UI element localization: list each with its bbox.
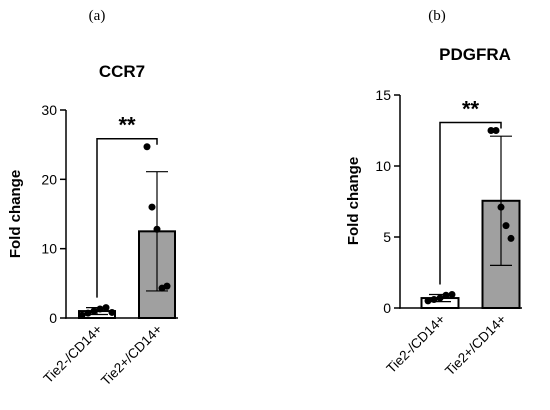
panel-a-data-point xyxy=(148,203,156,211)
panel-a-y-axis-label: Fold change xyxy=(7,170,24,258)
panel-b-data-point xyxy=(492,127,500,134)
panel-b-title: PDGFRA xyxy=(439,45,511,64)
panel-b-data-point xyxy=(507,234,515,242)
panel-a-data-point xyxy=(96,305,104,313)
panel-b-data-point xyxy=(497,203,505,211)
panel-a-data-point xyxy=(102,304,110,312)
panel-b-letter: (b) xyxy=(428,8,446,24)
panel-a-data-point xyxy=(153,225,161,233)
panel-a-y-tick-label: 10 xyxy=(41,241,57,257)
panel-a-significance-bracket xyxy=(96,137,158,298)
panel-a-category-label-2: Tie2+/CD14+ xyxy=(98,321,165,388)
panel-b-significance-bracket xyxy=(439,121,502,285)
panel-b-data-point xyxy=(442,291,450,299)
panel-a-letter: (a) xyxy=(89,8,106,24)
panel-a-y-tick-label: 30 xyxy=(41,102,57,118)
panel-b-data-point xyxy=(448,291,456,299)
panel-a-y-tick-label: 0 xyxy=(49,310,57,326)
panel-a-data-point xyxy=(78,311,86,319)
panel-b-y-axis-label: Fold change xyxy=(345,157,362,245)
panel-a-significance-label: ** xyxy=(118,113,136,138)
panel-b-category-label-1: Tie2-/CD14+ xyxy=(383,311,448,376)
panel-b-y-tick-label: 10 xyxy=(375,158,391,174)
panel-a-data-point xyxy=(84,309,92,317)
panel-b-y-tick-label: 0 xyxy=(383,300,391,316)
panel-b-category-label-2: Tie2+/CD14+ xyxy=(442,311,509,378)
panel-a-title: CCR7 xyxy=(99,62,145,81)
panel-b-data-point xyxy=(487,127,495,134)
panel-b-y-tick-label: 15 xyxy=(375,87,391,103)
panel-a-data-point xyxy=(163,282,171,290)
panel-a-data-point xyxy=(143,143,151,151)
panel-b-data-point xyxy=(502,222,510,230)
panel-b-y-tick-label: 5 xyxy=(383,229,391,245)
panel-b-significance-label: ** xyxy=(462,97,480,122)
panel-b-data-point xyxy=(436,294,444,302)
panel-a-y-tick-label: 20 xyxy=(41,171,57,187)
panel-b-data-point xyxy=(424,297,432,305)
panel-b-data-point xyxy=(430,295,438,303)
panel-a-category-label-1: Tie2-/CD14+ xyxy=(40,321,105,386)
panel-a-data-point xyxy=(90,307,98,315)
panel-a-data-point xyxy=(108,308,116,316)
